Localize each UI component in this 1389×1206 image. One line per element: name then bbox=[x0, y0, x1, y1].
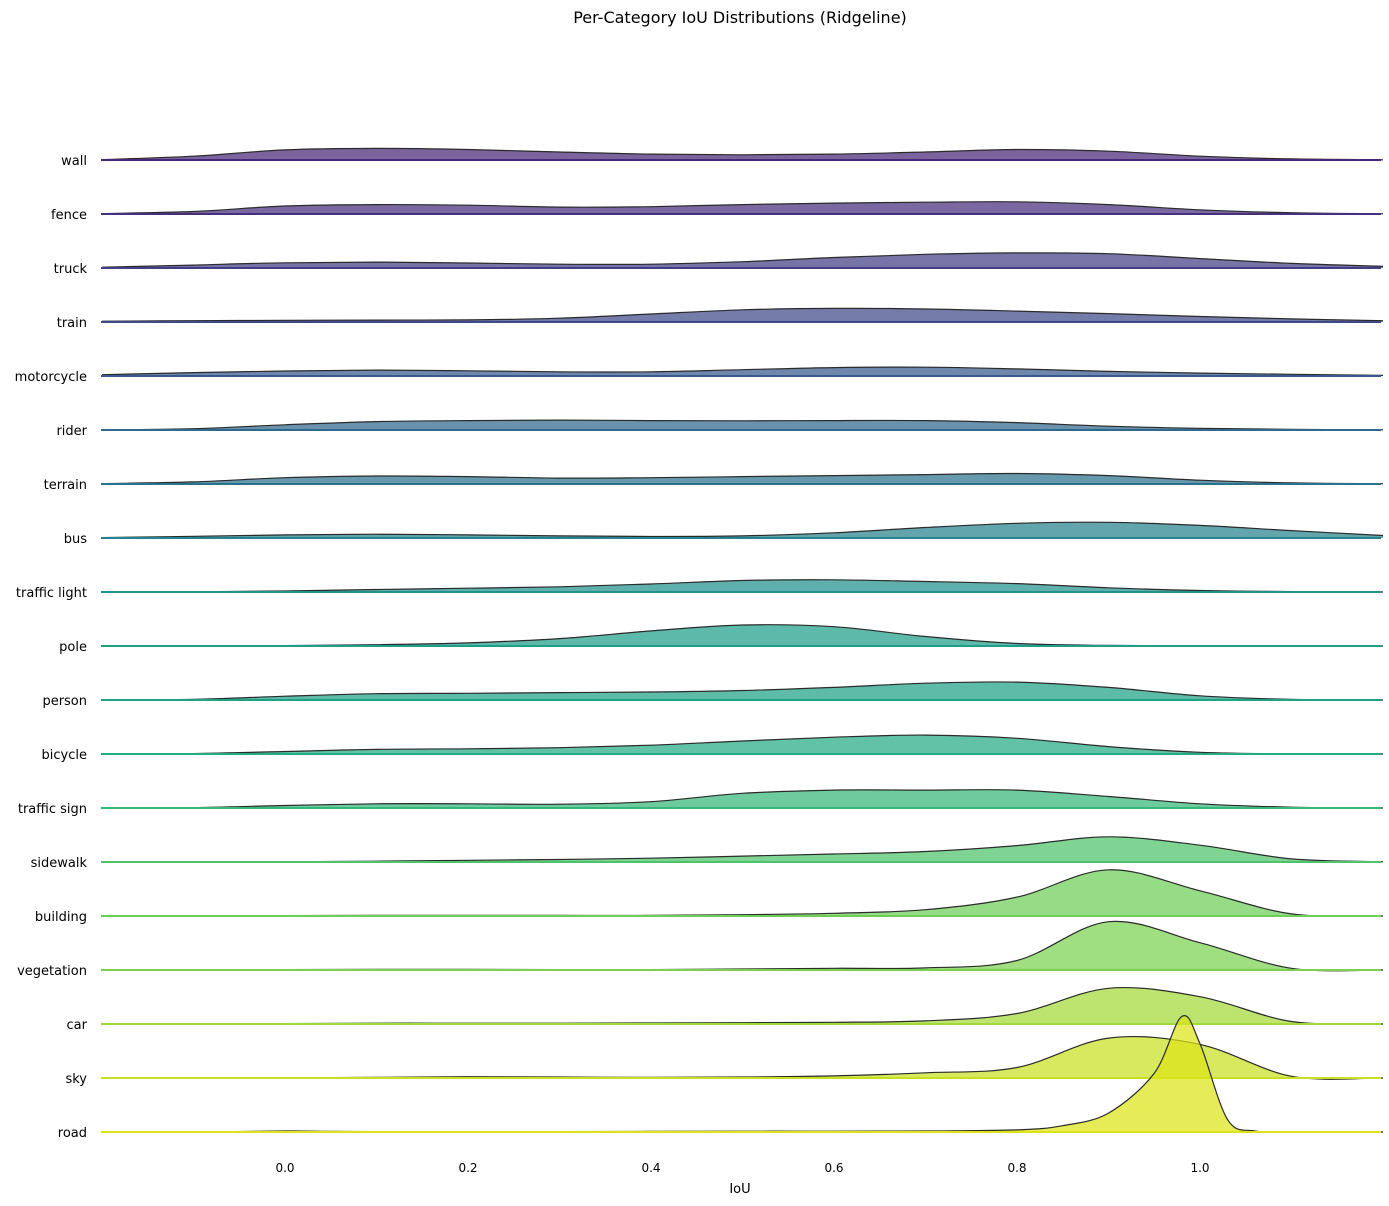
category-label-motorcycle: motorcycle bbox=[15, 370, 87, 385]
ridge-outline-person bbox=[101, 681, 1384, 701]
category-label-fence: fence bbox=[51, 208, 87, 223]
x-axis: 0.0 0.2 0.4 0.6 0.8 1.0 bbox=[275, 1161, 1209, 1175]
category-label-bus: bus bbox=[64, 532, 87, 547]
ridge-outline-train bbox=[101, 307, 1384, 322]
x-axis-label: IoU bbox=[729, 1182, 750, 1197]
ridge-area-fence bbox=[102, 201, 1383, 214]
ridge-area-vegetation bbox=[102, 921, 1383, 971]
category-label-pole: pole bbox=[59, 640, 87, 655]
category-label-sky: sky bbox=[65, 1072, 87, 1087]
ridge-outline-bus bbox=[101, 521, 1384, 539]
ridge-outline-rider bbox=[101, 419, 1384, 431]
x-tick-label: 0.4 bbox=[641, 1161, 660, 1175]
chart-title: Per-Category IoU Distributions (Ridgelin… bbox=[573, 8, 907, 27]
x-tick-label: 0.2 bbox=[458, 1161, 477, 1175]
x-tick-label: 1.0 bbox=[1190, 1161, 1209, 1175]
ridge-area-building bbox=[102, 869, 1383, 917]
category-label-person: person bbox=[42, 694, 87, 709]
ridge-area-terrain bbox=[102, 473, 1383, 484]
category-label-traffic-light: traffic light bbox=[16, 586, 87, 601]
category-label-vegetation: vegetation bbox=[17, 964, 87, 979]
ridge-area-rider bbox=[102, 420, 1383, 430]
ridge-area-sky bbox=[102, 1036, 1383, 1080]
ridge-outline-terrain bbox=[101, 472, 1384, 485]
ridge-area-motorcycle bbox=[102, 367, 1383, 376]
ridge-area-pole bbox=[102, 624, 1383, 647]
ridge-outline-truck bbox=[101, 252, 1384, 268]
ridge-area-train bbox=[102, 308, 1383, 322]
ridge-area-wall bbox=[102, 148, 1383, 160]
ridges-group bbox=[101, 147, 1384, 1133]
ridge-outline-wall bbox=[101, 147, 1384, 161]
ridge-area-sidewalk bbox=[102, 836, 1383, 862]
x-tick-label: 0.0 bbox=[275, 1161, 294, 1175]
category-label-car: car bbox=[67, 1018, 88, 1033]
category-label-road: road bbox=[58, 1126, 87, 1141]
category-labels: wall fence truck train motorcycle rider terrai… bbox=[15, 154, 88, 1141]
category-label-traffic-sign: traffic sign bbox=[18, 802, 87, 817]
ridge-outline-traffic-sign bbox=[101, 789, 1384, 809]
category-label-truck: truck bbox=[54, 262, 88, 277]
ridge-outline-fence bbox=[101, 201, 1384, 215]
ridge-area-road bbox=[102, 1015, 1383, 1133]
ridge-area-truck bbox=[102, 252, 1383, 268]
ridge-outline-bicycle bbox=[101, 734, 1384, 755]
category-label-sidewalk: sidewalk bbox=[31, 856, 88, 871]
category-label-terrain: terrain bbox=[44, 478, 87, 493]
category-label-bicycle: bicycle bbox=[42, 748, 87, 763]
category-label-wall: wall bbox=[61, 154, 87, 169]
x-tick-label: 0.6 bbox=[824, 1161, 843, 1175]
category-label-train: train bbox=[57, 316, 87, 331]
ridge-outline-traffic-light bbox=[101, 579, 1384, 593]
ridge-area-traffic-sign bbox=[102, 789, 1383, 808]
x-tick-label: 0.8 bbox=[1007, 1161, 1026, 1175]
ridge-area-car bbox=[102, 987, 1383, 1025]
ridge-area-bus bbox=[102, 522, 1383, 538]
ridge-outline-motorcycle bbox=[101, 366, 1384, 376]
category-label-building: building bbox=[35, 910, 87, 925]
category-label-rider: rider bbox=[56, 424, 87, 439]
